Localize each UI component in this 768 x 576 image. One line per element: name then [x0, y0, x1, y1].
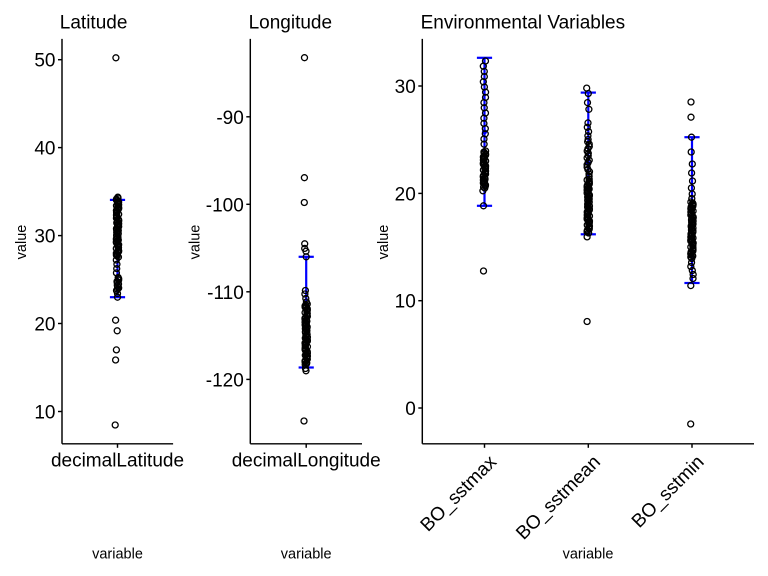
svg-text:10: 10: [34, 403, 55, 424]
svg-text:value: value: [188, 225, 204, 260]
svg-text:-120: -120: [206, 370, 244, 391]
svg-text:-90: -90: [216, 108, 243, 129]
svg-text:0: 0: [405, 399, 416, 420]
svg-text:Longitude: Longitude: [249, 13, 332, 34]
svg-text:decimalLongitude: decimalLongitude: [232, 451, 381, 472]
svg-text:-100: -100: [206, 195, 244, 216]
svg-text:decimalLatitude: decimalLatitude: [51, 451, 184, 472]
svg-text:30: 30: [395, 77, 416, 98]
svg-text:Environmental Variables: Environmental Variables: [421, 13, 626, 34]
svg-text:variable: variable: [92, 546, 143, 562]
svg-text:Latitude: Latitude: [60, 13, 128, 34]
svg-text:value: value: [376, 225, 392, 260]
svg-text:-110: -110: [207, 283, 244, 304]
svg-text:30: 30: [34, 227, 55, 248]
svg-text:variable: variable: [281, 546, 332, 562]
svg-text:value: value: [14, 225, 30, 260]
svg-text:10: 10: [395, 292, 416, 313]
svg-text:variable: variable: [563, 546, 614, 562]
svg-text:40: 40: [34, 139, 55, 160]
svg-text:20: 20: [395, 184, 416, 205]
svg-text:20: 20: [34, 315, 55, 336]
svg-text:50: 50: [34, 51, 55, 72]
